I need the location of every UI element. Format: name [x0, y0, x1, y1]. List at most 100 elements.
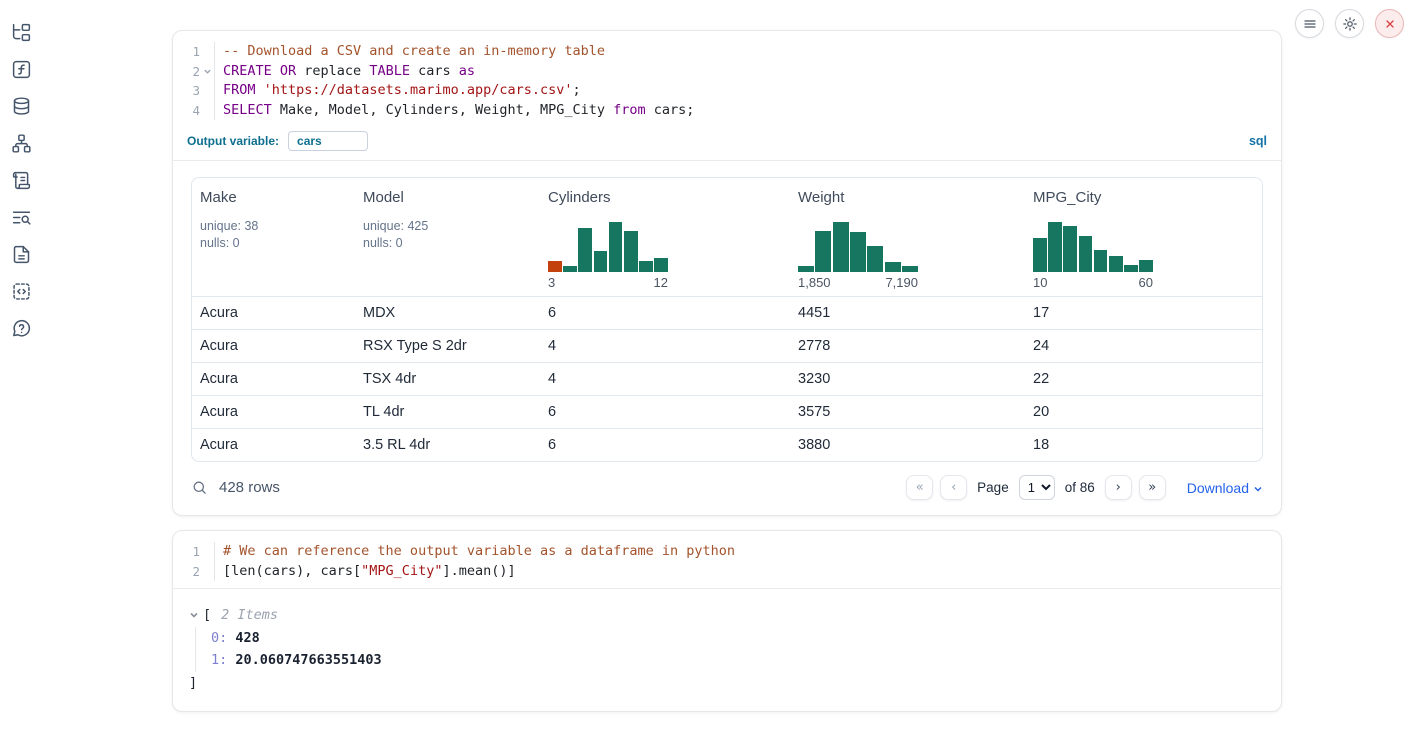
dependency-graph-icon[interactable] — [10, 132, 32, 154]
settings-button[interactable] — [1335, 9, 1364, 38]
last-page-button[interactable]: » — [1139, 475, 1166, 500]
table-footer: 428 rows « ‹ Page 1 of 86 › » Download — [173, 462, 1281, 500]
axis-min-label: 1,850 — [798, 275, 831, 290]
collapse-chevron-icon[interactable] — [189, 610, 199, 620]
table-row[interactable]: AcuraTL 4dr6357520 — [192, 395, 1262, 428]
null-count: nulls: 0 — [200, 235, 347, 252]
table-row[interactable]: Acura3.5 RL 4dr6388018 — [192, 428, 1262, 461]
line-number: 2 — [173, 562, 200, 582]
first-page-button[interactable]: « — [906, 475, 933, 500]
download-button[interactable]: Download — [1187, 480, 1263, 496]
column-header[interactable]: Weight1,8507,190 — [790, 189, 1025, 290]
output-value: 428 — [235, 630, 259, 646]
help-icon[interactable] — [10, 317, 32, 339]
table-row[interactable]: AcuraRSX Type S 2dr4277824 — [192, 329, 1262, 362]
row-count: 428 rows — [219, 479, 280, 496]
code-line: 4 SELECT Make, Model, Cylinders, Weight, … — [173, 101, 1281, 121]
logs-icon[interactable] — [10, 206, 32, 228]
page-total-label: of 86 — [1065, 480, 1095, 495]
histogram-bar — [798, 266, 814, 273]
histogram-bar — [1079, 236, 1093, 272]
histogram-bar — [639, 261, 653, 272]
fold-chevron-icon[interactable] — [200, 67, 214, 76]
code-text: FROM 'https://datasets.marimo.app/cars.c… — [215, 81, 581, 101]
line-gutter: 1 — [173, 542, 215, 562]
language-badge: sql — [1249, 134, 1267, 148]
code-token: ].mean()] — [442, 563, 515, 579]
code-token: [len(cars), cars[ — [223, 563, 361, 579]
table-cell: 3880 — [790, 437, 1025, 453]
sidebar — [0, 0, 42, 729]
code-text: SELECT Make, Model, Cylinders, Weight, M… — [215, 101, 694, 121]
table-cell: Acura — [192, 305, 355, 321]
variables-icon[interactable] — [10, 58, 32, 80]
code-token: CREATE OR — [223, 63, 296, 79]
table-row[interactable]: AcuraMDX6445117 — [192, 296, 1262, 329]
line-gutter: 2 — [173, 562, 215, 582]
table-header: Makeunique: 38nulls: 0Modelunique: 425nu… — [192, 178, 1262, 296]
code-token: as — [459, 63, 475, 79]
code-text: # We can reference the output variable a… — [215, 542, 735, 562]
table-cell: 20 — [1025, 404, 1262, 420]
histogram-axis-labels: 1060 — [1033, 275, 1153, 290]
code-line: 1-- Download a CSV and create an in-memo… — [173, 42, 1281, 62]
line-number: 2 — [173, 62, 200, 82]
code-token: ; — [573, 82, 581, 98]
column-title: Cylinders — [548, 189, 782, 206]
table-cell: 3.5 RL 4dr — [355, 437, 540, 453]
table-cell: 22 — [1025, 371, 1262, 387]
code-token: cars — [410, 63, 459, 79]
python-code-editor[interactable]: 1# We can reference the output variable … — [173, 531, 1281, 588]
hamburger-icon — [1302, 16, 1318, 32]
code-token: Make, Model, Cylinders, Weight, MPG_City — [272, 102, 613, 118]
histogram-bar — [594, 251, 608, 272]
histogram-bar — [867, 246, 883, 272]
chevron-down-icon — [1253, 482, 1263, 494]
line-number: 1 — [173, 42, 200, 62]
code-token: replace — [296, 63, 369, 79]
code-line: 2[len(cars), cars["MPG_City"].mean()] — [173, 562, 1281, 582]
database-icon[interactable] — [10, 95, 32, 117]
table-cell: 24 — [1025, 338, 1262, 354]
search-icon[interactable] — [191, 479, 208, 496]
prev-page-button[interactable]: ‹ — [940, 475, 967, 500]
output-index: 0: — [211, 630, 235, 646]
output-entries: 0: 4281: 20.060747663551403 — [195, 627, 1265, 672]
output-entry: 1: 20.060747663551403 — [211, 649, 1265, 672]
output-variable-input[interactable] — [288, 131, 368, 151]
python-cell: 1# We can reference the output variable … — [172, 530, 1282, 712]
table-cell: 18 — [1025, 437, 1262, 453]
column-histogram — [1033, 222, 1153, 272]
page-select[interactable]: 1 — [1019, 475, 1055, 500]
line-number: 4 — [173, 101, 200, 121]
code-token: FROM — [223, 82, 256, 98]
histogram-bar — [1124, 265, 1138, 273]
column-header[interactable]: Modelunique: 425nulls: 0 — [355, 189, 540, 290]
next-page-button[interactable]: › — [1105, 475, 1132, 500]
axis-min-label: 3 — [548, 275, 555, 290]
document-icon[interactable] — [10, 243, 32, 265]
items-count: 2 Items — [221, 604, 278, 627]
sql-code-editor[interactable]: 1-- Download a CSV and create an in-memo… — [173, 31, 1281, 127]
column-header[interactable]: Cylinders312 — [540, 189, 790, 290]
table-row[interactable]: AcuraTSX 4dr4323022 — [192, 362, 1262, 395]
column-header[interactable]: MPG_City1060 — [1025, 189, 1262, 290]
code-token — [256, 82, 264, 98]
snippets-icon[interactable] — [10, 280, 32, 302]
code-line: 3FROM 'https://datasets.marimo.app/cars.… — [173, 81, 1281, 101]
column-title: Model — [363, 189, 532, 206]
table-cell: 17 — [1025, 305, 1262, 321]
histogram-bar — [815, 231, 831, 272]
column-summary: unique: 38nulls: 0 — [200, 218, 347, 252]
scratchpad-icon[interactable] — [10, 169, 32, 191]
column-header[interactable]: Makeunique: 38nulls: 0 — [192, 189, 355, 290]
file-tree-icon[interactable] — [10, 21, 32, 43]
close-button[interactable] — [1375, 9, 1404, 38]
window-controls — [1295, 9, 1404, 38]
pagination: « ‹ Page 1 of 86 › » Download — [906, 475, 1263, 500]
page-label: Page — [977, 480, 1009, 495]
histogram-bar — [578, 228, 592, 272]
gear-icon — [1342, 16, 1358, 32]
output-entry: 0: 428 — [211, 627, 1265, 650]
menu-button[interactable] — [1295, 9, 1324, 38]
